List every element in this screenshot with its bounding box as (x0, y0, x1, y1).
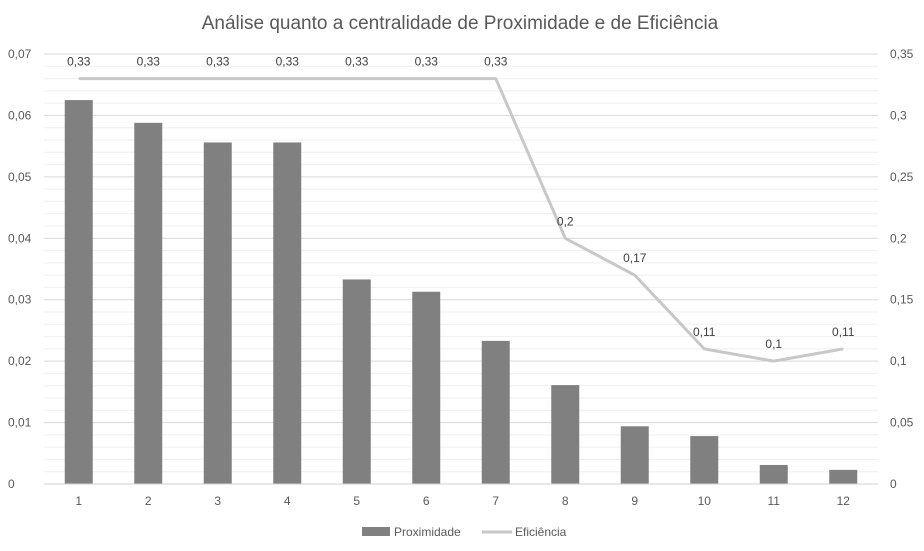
y-right-tick-label: 0,35 (890, 47, 914, 61)
bar-proximidade-2 (134, 122, 163, 485)
eficiencia-data-label: 0,33 (415, 55, 439, 69)
x-tick-label: 11 (768, 494, 781, 508)
x-tick-label: 4 (284, 494, 291, 508)
y-left-tick-label: 0,07 (8, 47, 32, 61)
legend: Proximidade Eficiência (362, 525, 567, 539)
bar-proximidade-11 (759, 464, 788, 484)
y-left-tick-label: 0,06 (8, 108, 32, 122)
x-tick-label: 2 (145, 494, 152, 508)
eficiencia-data-label: 0,33 (137, 55, 161, 69)
x-tick-label: 5 (353, 494, 360, 508)
y-right-tick-label: 0,25 (890, 170, 914, 184)
bar-proximidade-3 (203, 142, 232, 484)
bar-proximidade-10 (690, 436, 719, 484)
x-tick-label: 1 (75, 494, 82, 508)
y-right-tick-label: 0,05 (890, 416, 914, 430)
bar-proximidade-1 (64, 100, 93, 485)
x-tick-label: 9 (631, 494, 638, 508)
eficiencia-data-label: 0,11 (693, 325, 716, 339)
eficiencia-line (78, 77, 844, 363)
eficiencia-data-label: 0,11 (832, 325, 855, 339)
eficiencia-data-label: 0,33 (484, 55, 508, 69)
y-left-tick-label: 0 (8, 477, 15, 491)
x-tick-label: 8 (562, 494, 569, 508)
x-tick-label: 12 (837, 494, 851, 508)
y-right-tick-label: 0,1 (890, 354, 907, 368)
eficiencia-data-label: 0,33 (345, 55, 369, 69)
eficiencia-data-label: 0,1 (765, 337, 782, 351)
axes: 0 0,01 0,02 0,03 0,04 0,05 0,06 0,07 0 0,05 0,1 0,1… (8, 47, 914, 508)
data-labels: 0,33 0,33 0,33 0,33 0,33 0,33 0,33 0,2 0,17 0,11 0… (67, 55, 855, 352)
y-left-tick-label: 0,01 (8, 416, 32, 430)
bar-proximidade-9 (620, 426, 649, 484)
bar-proximidade-6 (412, 291, 441, 484)
x-tick-label: 10 (698, 494, 712, 508)
x-tick-label: 6 (423, 494, 430, 508)
bar-proximidade-7 (481, 340, 510, 484)
chart-title: Análise quanto a centralidade de Proximi… (202, 13, 719, 34)
bar-proximidade-8 (551, 385, 580, 484)
eficiencia-data-label: 0,33 (276, 55, 300, 69)
y-left-tick-label: 0,04 (8, 231, 32, 245)
x-tick-label: 3 (214, 494, 221, 508)
eficiencia-line-group (78, 77, 844, 363)
y-right-tick-label: 0 (890, 477, 897, 491)
bar-proximidade-12 (829, 469, 858, 484)
legend-label-proximidade: Proximidade (394, 525, 461, 539)
eficiencia-data-label: 0,17 (623, 251, 647, 265)
y-right-tick-label: 0,3 (890, 108, 907, 122)
x-tick-label: 7 (492, 494, 499, 508)
eficiencia-data-label: 0,33 (206, 55, 230, 69)
proximidade-bars (64, 100, 858, 485)
legend-label-eficiencia: Eficiência (515, 525, 567, 539)
legend-swatch-proximidade (362, 527, 390, 536)
y-left-tick-label: 0,02 (8, 354, 32, 368)
eficiencia-data-label: 0,2 (557, 214, 574, 228)
bar-proximidade-5 (342, 279, 371, 484)
y-right-tick-label: 0,2 (890, 231, 907, 245)
bar-proximidade-4 (273, 142, 302, 484)
y-left-tick-label: 0,05 (8, 170, 32, 184)
y-right-tick-label: 0,15 (890, 293, 914, 307)
eficiencia-data-label: 0,33 (67, 55, 91, 69)
gridlines (44, 53, 878, 473)
y-left-tick-label: 0,03 (8, 293, 32, 307)
